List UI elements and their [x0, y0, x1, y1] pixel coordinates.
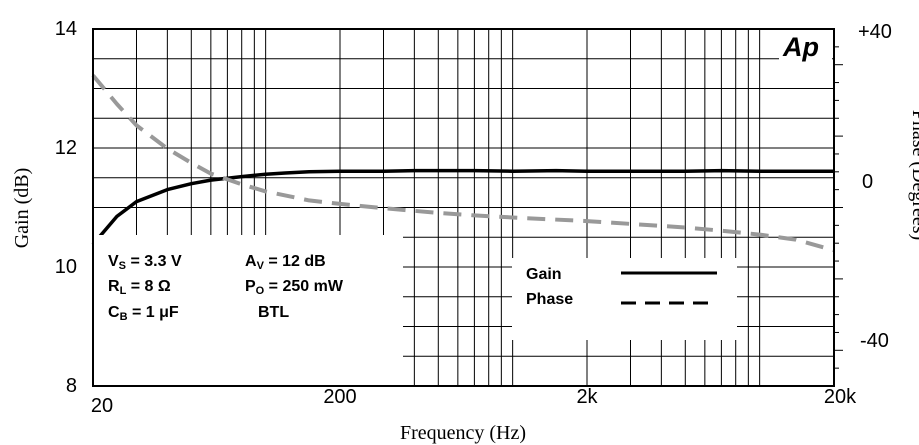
y2-axis-title: Phase (Degrees)	[908, 110, 919, 241]
ap-logo-text: Ap	[782, 32, 819, 62]
right-axis-minor-ticks	[834, 46, 843, 369]
condition-vs: VS = 3.3 V	[108, 253, 182, 272]
series-phase-line	[91, 74, 835, 253]
x-axis-labels: 20 200 2k 20k	[91, 386, 857, 417]
condition-po: PO = 250 mW	[245, 278, 344, 297]
y-tick-label-10: 10	[55, 256, 77, 278]
y2-tick-label-minus40: -40	[860, 330, 889, 352]
y2-axis-labels: +40 0 -40	[858, 21, 892, 352]
ap-logo: Ap	[779, 31, 832, 62]
x-tick-label-20: 20	[91, 395, 113, 417]
legend-label-phase: Phase	[526, 291, 573, 308]
plot-frame	[92, 28, 835, 387]
y-axis-labels: 14 12 10 8	[55, 18, 77, 397]
conditions-text: VS = 3.3 V RL = 8 Ω CB = 1 μF AV = 12 dB…	[108, 253, 344, 323]
y-tick-label-8: 8	[66, 375, 77, 397]
condition-btl: BTL	[258, 304, 289, 321]
series-layer	[91, 74, 835, 253]
y-tick-label-12: 12	[55, 137, 77, 159]
legend-label-gain: Gain	[526, 266, 562, 283]
condition-cb: CB = 1 μF	[108, 304, 179, 323]
series-gain-line	[91, 168, 834, 246]
x-axis-title: Frequency (Hz)	[400, 422, 526, 444]
y2-tick-label-plus40: +40	[858, 21, 892, 43]
condition-rl: RL = 8 Ω	[108, 278, 171, 297]
x-tick-label-2k: 2k	[576, 386, 598, 408]
legend: Gain Phase	[526, 266, 717, 308]
x-tick-label-20k: 20k	[824, 386, 857, 408]
condition-av: AV = 12 dB	[245, 253, 326, 272]
conditions-box	[93, 235, 403, 386]
y-axis-title: Gain (dB)	[11, 168, 33, 249]
x-tick-label-200: 200	[323, 386, 356, 408]
y2-tick-label-0: 0	[862, 171, 873, 193]
y-tick-label-14: 14	[55, 18, 77, 40]
